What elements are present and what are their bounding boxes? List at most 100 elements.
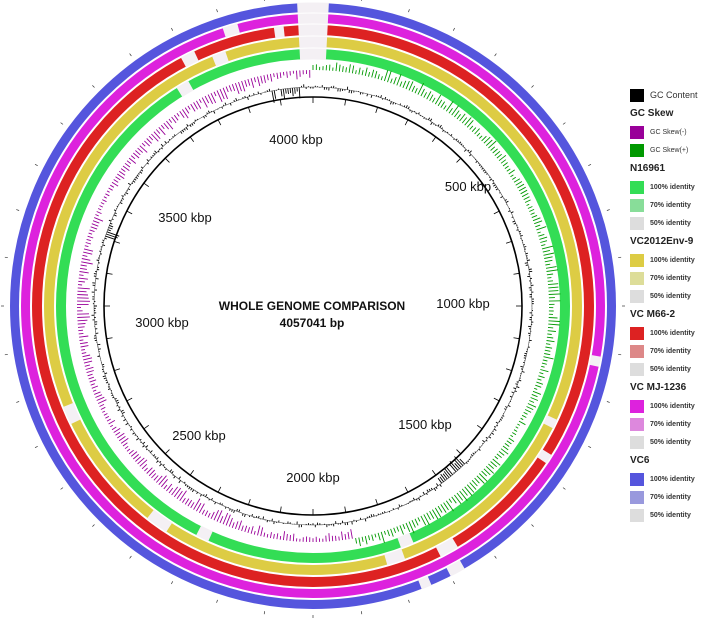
outer-tick-mark — [60, 487, 64, 490]
tick-mark — [456, 157, 462, 163]
legend-row: 70% identity — [630, 415, 709, 433]
legend-row: 70% identity — [630, 488, 709, 506]
tick-label-1000: 1000 kbp — [436, 296, 490, 311]
outer-tick-mark — [129, 555, 132, 559]
ring-gap — [176, 80, 194, 97]
tick-mark — [344, 99, 347, 106]
gc-skew-minus — [77, 69, 353, 543]
outer-tick-mark — [16, 209, 20, 211]
gc-skew-plus-swatch — [630, 143, 644, 157]
outer-tick-mark — [452, 581, 455, 585]
legend-row: 70% identity — [630, 269, 709, 287]
tick-mark — [404, 119, 409, 126]
tick-mark — [114, 241, 121, 244]
legend-label: 70% identity — [650, 493, 691, 501]
tick-mark — [164, 449, 170, 455]
identity-rings — [10, 2, 616, 609]
gc-skew-minus-swatch — [630, 125, 644, 139]
legend-row: 100% identity — [630, 251, 709, 269]
ring-gap — [418, 576, 432, 590]
tick-mark — [143, 182, 150, 188]
gc-content-swatch — [630, 88, 644, 102]
legend-heading-gc-skew: GC Skew — [630, 108, 674, 119]
tick-mark — [126, 210, 133, 215]
legend-label: 100% identity — [650, 402, 695, 410]
outer-tick-mark — [92, 85, 95, 88]
tick-mark — [126, 397, 133, 402]
tick-mark — [279, 506, 282, 513]
tick-mark — [189, 136, 195, 143]
outer-tick-mark — [606, 209, 610, 211]
tick-mark — [493, 397, 500, 402]
tick-mark — [476, 424, 483, 430]
tick-mark — [505, 368, 512, 371]
legend-gc-skew-minus: GC Skew(-) — [630, 123, 709, 141]
outer-tick-mark — [216, 599, 218, 603]
outer-tick-mark — [588, 164, 592, 167]
ring-gap — [222, 23, 240, 38]
legend-label: 50% identity — [650, 438, 691, 446]
legend-label: 50% identity — [650, 292, 691, 300]
tick-mark — [164, 157, 170, 163]
legend-swatch — [630, 253, 644, 267]
legend-row: 50% identity — [630, 506, 709, 524]
legend-ring-groups: N16961 100% identity 70% identity 50% ident… — [630, 159, 709, 524]
ring-gap — [384, 548, 406, 566]
tick-mark — [505, 241, 512, 244]
gc-skew-plus — [312, 62, 561, 547]
legend-row: 100% identity — [630, 470, 709, 488]
tick-mark — [248, 498, 251, 505]
outer-tick-mark — [16, 401, 20, 403]
legend-row: 100% identity — [630, 324, 709, 342]
center-title: WHOLE GENOME COMPARISON — [219, 299, 405, 313]
ring-gap — [297, 2, 329, 13]
legend-row: 50% identity — [630, 287, 709, 305]
legend-row: 50% identity — [630, 433, 709, 451]
legend-row: 50% identity — [630, 214, 709, 232]
ring-gap — [446, 560, 465, 577]
tick-mark — [248, 107, 251, 114]
ring-gap — [299, 48, 327, 60]
tick-mark — [106, 337, 113, 340]
tick-mark — [513, 337, 520, 340]
ring-gap — [147, 509, 173, 533]
tick-mark — [217, 486, 222, 493]
legend-label: 100% identity — [650, 256, 695, 264]
legend-swatch — [630, 508, 644, 522]
outer-tick-mark — [452, 27, 455, 31]
tick-mark — [431, 469, 437, 476]
gc-content-track — [91, 84, 534, 528]
legend-label: 100% identity — [650, 183, 695, 191]
legend-swatch — [630, 271, 644, 285]
legend-label: 70% identity — [650, 274, 691, 282]
ring-gap — [196, 525, 213, 542]
gc-skew-track — [77, 62, 561, 547]
genome-size: 4057041 bp — [280, 316, 345, 330]
ring-gap — [180, 50, 199, 68]
legend-gc-skew-plus: GC Skew(+) — [630, 141, 709, 159]
legend-swatch — [630, 399, 644, 413]
legend-label: 70% identity — [650, 347, 691, 355]
outer-tick-mark — [408, 9, 410, 13]
ring-gap — [397, 532, 414, 548]
legend-row: 50% identity — [630, 360, 709, 378]
outer-tick-mark — [494, 53, 497, 57]
legend-swatch — [630, 417, 644, 431]
legend-gc-content: GC Content — [630, 86, 709, 104]
tick-label-500: 500 kbp — [445, 179, 491, 194]
tick-mark — [493, 210, 500, 215]
ring-gap — [273, 26, 285, 39]
tick-label-3500: 3500 kbp — [158, 210, 212, 225]
legend-row: 100% identity — [630, 397, 709, 415]
legend-row: 100% identity — [630, 178, 709, 196]
legend-label: 50% identity — [650, 219, 691, 227]
gc-content-line — [91, 84, 534, 528]
legend-label: 70% identity — [650, 201, 691, 209]
legend-swatch — [630, 198, 644, 212]
outer-tick-mark — [562, 487, 566, 490]
tick-mark — [476, 182, 483, 188]
outer-tick-mark — [531, 524, 534, 527]
legend-heading-n16961: N16961 — [630, 163, 666, 174]
outer-tick-mark — [171, 27, 174, 31]
